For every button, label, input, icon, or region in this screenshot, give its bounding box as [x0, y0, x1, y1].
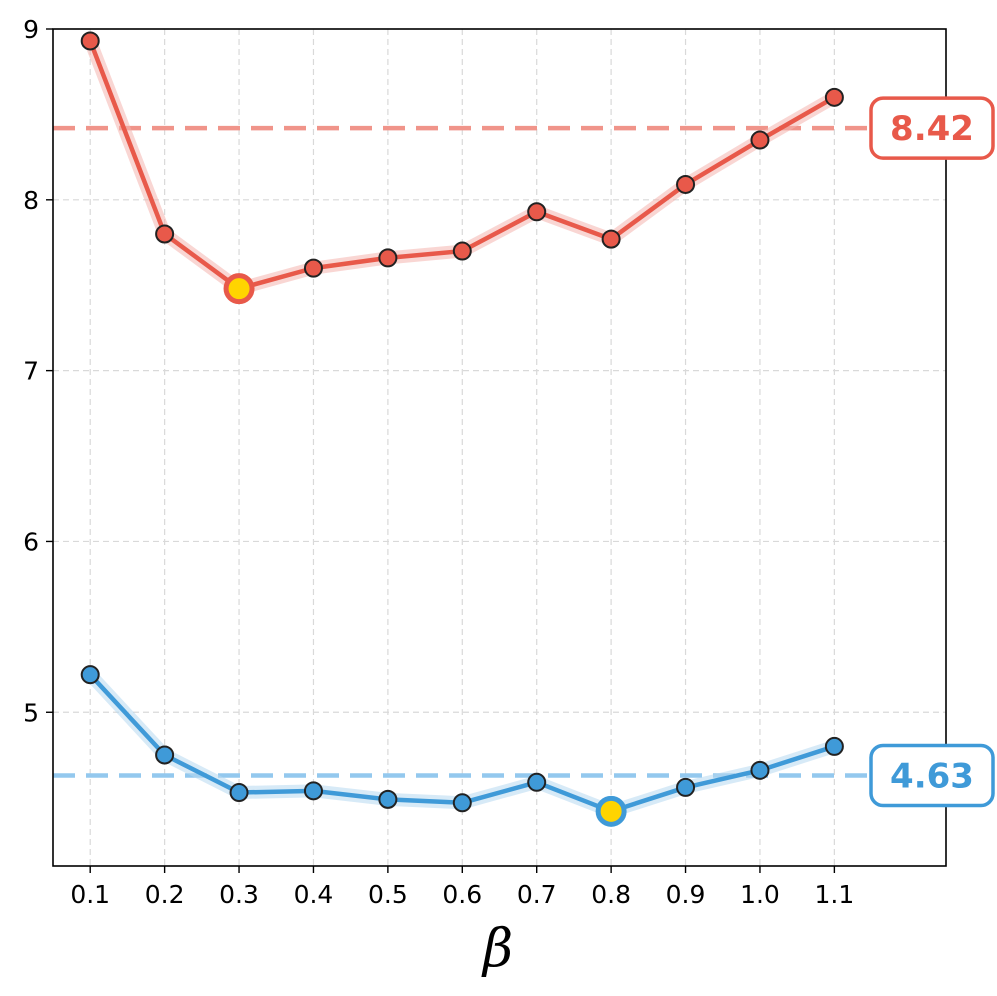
- data-point-marker: [80, 31, 100, 51]
- data-point-marker: [527, 772, 547, 792]
- x-tick-label: 1.1: [814, 880, 854, 909]
- y-tick-label: 6: [23, 527, 39, 556]
- x-axis-ticks: 0.1 0.2 0.3 0.4 0.5 0.6 0.7 0.8 0.9 1.0 1.1: [70, 866, 854, 909]
- data-point-marker: [378, 248, 398, 268]
- reference-badges: 8.42 4.63: [869, 96, 995, 808]
- x-tick-label: 0.9: [666, 880, 706, 909]
- data-point-marker: [750, 760, 770, 780]
- data-point-marker: [303, 258, 323, 278]
- data-point-marker: [229, 783, 249, 803]
- data-point-marker: [303, 781, 323, 801]
- reference-badge-label: 8.42: [890, 109, 974, 149]
- data-point-marker: [378, 789, 398, 809]
- reference-badge: [869, 743, 995, 808]
- series-layer: [80, 31, 844, 827]
- x-tick-label: 0.4: [294, 880, 334, 909]
- data-point-marker: [676, 777, 696, 797]
- best-point-marker: [223, 273, 255, 305]
- data-point-marker: [452, 241, 472, 261]
- data-point-marker: [824, 736, 844, 756]
- data-point-marker: [676, 174, 696, 194]
- x-axis-label: β: [481, 919, 513, 979]
- data-point-marker: [452, 793, 472, 813]
- reference-badge-label: 4.63: [890, 756, 974, 796]
- data-point-marker: [601, 229, 621, 249]
- x-tick-label: 0.2: [145, 880, 185, 909]
- data-point-marker: [824, 87, 844, 107]
- x-tick-label: 1.0: [740, 880, 780, 909]
- data-point-marker: [750, 130, 770, 150]
- data-point-marker: [527, 202, 547, 222]
- data-point-marker: [80, 665, 100, 685]
- y-tick-label: 7: [23, 357, 39, 386]
- data-point-marker: [155, 224, 175, 244]
- y-tick-label: 5: [23, 698, 39, 727]
- data-point-marker: [155, 745, 175, 765]
- x-tick-label: 0.8: [591, 880, 631, 909]
- y-tick-label: 9: [23, 15, 39, 44]
- plot-frame: [52, 28, 947, 867]
- best-point-marker: [595, 795, 627, 827]
- y-tick-label: 8: [23, 186, 39, 215]
- x-tick-label: 0.1: [70, 880, 110, 909]
- x-tick-label: 0.5: [368, 880, 408, 909]
- x-tick-label: 0.3: [219, 880, 259, 909]
- x-tick-label: 0.7: [517, 880, 557, 909]
- reference-badge: [869, 96, 995, 160]
- y-axis-ticks: 5 6 7 8 9: [23, 15, 53, 727]
- x-tick-label: 0.6: [442, 880, 482, 909]
